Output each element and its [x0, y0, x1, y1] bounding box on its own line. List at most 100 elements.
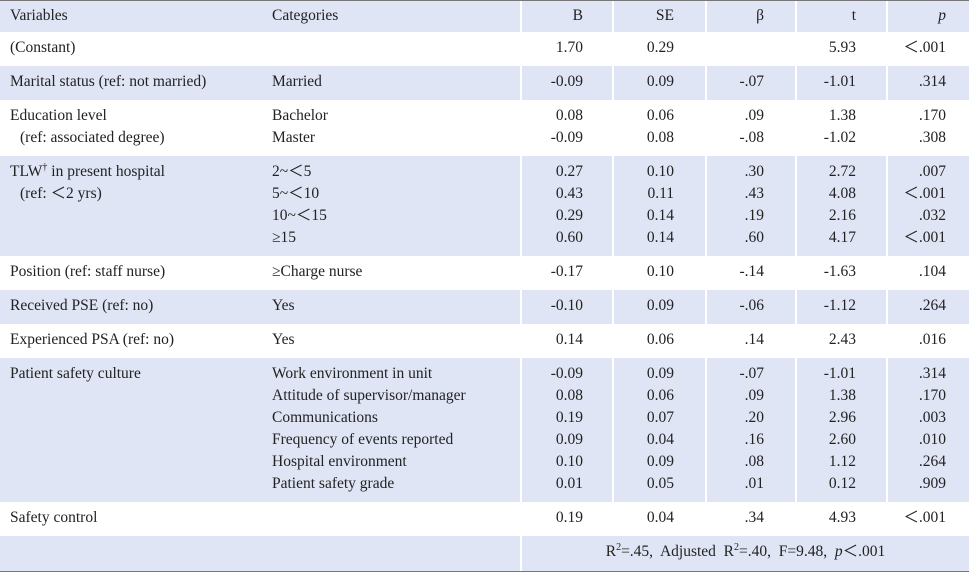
categories-line: Frequency of events reported [272, 429, 466, 451]
column-divider [612, 358, 614, 502]
t-line: 2.96 [824, 407, 856, 429]
categories-text: Bachelor [272, 107, 328, 124]
categories-line: Communications [272, 407, 466, 429]
cell-t: 2.43 [829, 329, 856, 351]
categories-text: Married [272, 73, 322, 90]
p-line: .032 [903, 205, 946, 227]
cell-SE: 0.10 [647, 261, 674, 283]
categories-line: Bachelor [272, 105, 328, 127]
SE-text: 0.09 [646, 453, 674, 470]
cell-SE: 0.09 [647, 295, 674, 317]
SE-text: 0.09 [646, 297, 674, 314]
beta-text: .09 [744, 387, 764, 404]
cell-variable: Patient safety culture [10, 363, 141, 385]
categories-text: 5~＜10 [272, 185, 320, 202]
column-divider [612, 66, 614, 100]
model-fit-text-sup: 2 [734, 542, 740, 553]
variable-text: Marital status (ref: not married) [10, 73, 207, 90]
t-text: -1.12 [823, 297, 856, 314]
SE-line: 0.06 [647, 329, 674, 351]
categories-text: Hospital environment [272, 453, 407, 470]
t-text: 4.08 [828, 185, 856, 202]
categories-text: Communications [272, 409, 378, 426]
beta-text: -.06 [739, 297, 764, 314]
categories-text: ≥15 [272, 229, 297, 246]
B-text: -0.17 [550, 263, 583, 280]
header-row [0, 1, 969, 32]
beta-line: -.07 [739, 71, 764, 93]
categories-line: Married [272, 71, 322, 93]
categories-text: Attitude of supervisor/manager [272, 387, 466, 404]
variable-line: (ref: associated degree) [10, 127, 165, 149]
beta-line: -.07 [739, 363, 764, 385]
SE-text: 0.07 [646, 409, 674, 426]
t-line: 2.60 [824, 429, 856, 451]
categories-line: 5~＜10 [272, 183, 327, 205]
t-line: -1.63 [824, 261, 856, 283]
t-text: 2.16 [828, 207, 856, 224]
column-divider [520, 290, 522, 324]
SE-text: 0.08 [646, 129, 674, 146]
variable-text: Experienced PSA (ref: no) [10, 331, 174, 348]
beta-line: .14 [745, 329, 764, 351]
B-line: 1.70 [556, 37, 583, 59]
beta-line: -.06 [739, 295, 764, 317]
t-line: -1.01 [824, 363, 856, 385]
t-line: 5.93 [829, 37, 856, 59]
cell-p: .007 ＜.001 .032 ＜.001 [903, 161, 946, 249]
cell-B: 1.70 [556, 37, 583, 59]
cell-categories: Bachelor Master [272, 105, 328, 149]
p-text: .007 [918, 163, 946, 180]
column-divider [886, 66, 888, 100]
model-fit-text: R [605, 543, 617, 560]
beta-text: .14 [744, 331, 764, 348]
variable-text-sup: † [42, 162, 48, 173]
p-line: .264 [919, 295, 946, 317]
p-text: ＜.001 [903, 39, 946, 56]
p-text: .170 [918, 107, 946, 124]
column-divider [886, 358, 888, 502]
t-line: -1.02 [824, 127, 856, 149]
B-text: 1.70 [555, 39, 583, 56]
p-text: ＜.001 [903, 185, 946, 202]
cell-t: -1.12 [824, 295, 856, 317]
variable-line: (ref: ＜2 yrs) [10, 183, 165, 205]
cell-categories: Married [272, 71, 322, 93]
bottom-rule [0, 571, 969, 572]
B-line: -0.10 [551, 295, 583, 317]
t-line: -1.12 [824, 295, 856, 317]
p-line: .314 [919, 363, 946, 385]
beta-line: .16 [739, 429, 764, 451]
column-divider [705, 66, 707, 100]
categories-text: 2~＜5 [272, 163, 312, 180]
categories-text: Master [272, 129, 316, 146]
beta-text: -.07 [739, 73, 764, 90]
variable-text: Received PSE (ref: no) [10, 297, 154, 314]
p-line: ＜.001 [903, 507, 946, 529]
column-divider [886, 290, 888, 324]
variable-text: Patient safety culture [10, 365, 141, 382]
B-line: 0.60 [556, 227, 583, 249]
t-text: 4.17 [828, 229, 856, 246]
variable-text: (Constant) [10, 39, 76, 56]
header-cell: Categories [272, 7, 339, 24]
SE-line: 0.09 [647, 71, 674, 93]
cell-p: ＜.001 [903, 507, 946, 529]
cell-beta: -.07 .09 .20 .16 .08 .01 [739, 363, 764, 495]
cell-SE: 0.29 [647, 37, 674, 59]
cell-SE: 0.09 0.06 0.07 0.04 0.09 0.05 [647, 363, 674, 495]
t-text: 1.38 [828, 107, 856, 124]
cell-SE: 0.04 [647, 507, 674, 529]
beta-line: .09 [739, 385, 764, 407]
p-line: .264 [919, 451, 946, 473]
cell-beta: -.06 [739, 295, 764, 317]
p-text: .016 [918, 331, 946, 348]
B-line: -0.09 [551, 71, 583, 93]
column-divider [795, 156, 797, 256]
B-line: 0.19 [551, 407, 583, 429]
B-line: 0.09 [551, 429, 583, 451]
beta-text: -.14 [739, 263, 764, 280]
column-divider [705, 358, 707, 502]
SE-line: 0.14 [647, 227, 674, 249]
cell-B: -0.09 0.08 0.19 0.09 0.10 0.01 [551, 363, 583, 495]
